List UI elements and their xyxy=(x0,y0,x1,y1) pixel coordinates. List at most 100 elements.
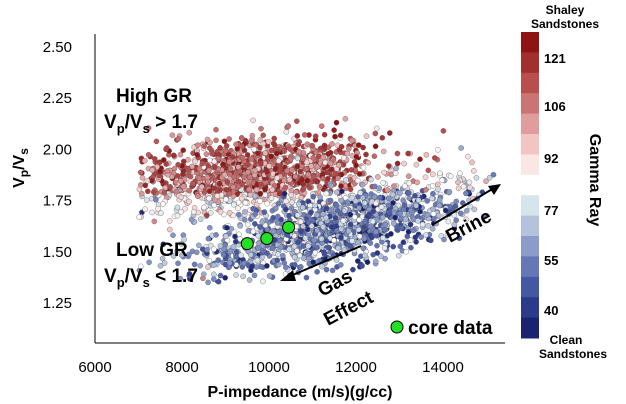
scatter-point xyxy=(302,235,309,241)
scatter-point xyxy=(192,158,198,165)
scatter-point xyxy=(226,136,232,142)
scatter-point xyxy=(359,263,365,269)
scatter-point xyxy=(194,249,200,256)
scatter-point xyxy=(323,266,330,273)
y-tick-label: 1.75 xyxy=(43,193,72,210)
scatter-point xyxy=(242,209,248,215)
scatter-point xyxy=(360,245,367,252)
scatter-point xyxy=(280,252,286,259)
scatter-point xyxy=(401,160,407,167)
scatter-point xyxy=(195,193,201,200)
scatter-point xyxy=(453,198,460,205)
annotation-low-gr-rule: Vp/Vs < 1.7 xyxy=(104,266,198,290)
scatter-point xyxy=(258,125,264,132)
scatter-point xyxy=(212,164,218,170)
scatter-point xyxy=(137,169,144,176)
scatter-point xyxy=(338,183,344,189)
scatter-point xyxy=(271,135,277,142)
scatter-point xyxy=(455,185,462,192)
scatter-point xyxy=(303,274,310,281)
scatter-point xyxy=(413,239,419,245)
scatter-point xyxy=(274,175,280,181)
scatter-point xyxy=(373,229,379,235)
scatter-point xyxy=(188,216,195,223)
scatter-point xyxy=(329,230,336,236)
scatter-point xyxy=(232,238,239,245)
scatter-point xyxy=(245,179,252,186)
scatter-point xyxy=(330,156,336,162)
legend-core-marker xyxy=(390,320,404,334)
scatter-point xyxy=(230,184,236,190)
scatter-point xyxy=(328,224,335,230)
scatter-point xyxy=(434,181,441,188)
scatter-point xyxy=(217,187,223,194)
scatter-point xyxy=(226,260,233,266)
scatter-point xyxy=(308,209,314,215)
scatter-point xyxy=(294,212,301,218)
scatter-point xyxy=(215,278,222,285)
scatter-point xyxy=(319,263,325,270)
scatter-point xyxy=(314,164,321,170)
scatter-point xyxy=(190,180,196,187)
scatter-point xyxy=(334,189,340,196)
scatter-point xyxy=(247,192,254,198)
scatter-point xyxy=(340,217,347,224)
scatter-point xyxy=(345,199,351,205)
scatter-point xyxy=(273,150,280,157)
colorbar-block xyxy=(521,195,539,217)
scatter-point xyxy=(397,190,403,196)
scatter-point xyxy=(463,190,469,197)
scatter-point xyxy=(400,239,407,246)
scatter-point xyxy=(429,183,436,189)
colorbar-tick-label: 121 xyxy=(544,51,566,66)
scatter-point xyxy=(424,212,431,218)
scatter-point xyxy=(247,174,253,180)
scatter-point xyxy=(296,201,302,208)
scatter-point xyxy=(237,168,243,175)
scatter-point xyxy=(186,198,192,205)
scatter-point xyxy=(223,233,229,240)
scatter-point xyxy=(310,193,316,200)
scatter-point xyxy=(345,228,352,234)
scatter-point xyxy=(257,145,263,151)
scatter-point xyxy=(376,185,383,191)
scatter-point xyxy=(333,119,340,126)
scatter-point xyxy=(221,138,228,145)
scatter-point xyxy=(430,190,436,197)
scatter-point xyxy=(372,143,379,150)
scatter-point xyxy=(389,191,396,198)
scatter-point xyxy=(245,161,251,168)
scatter-point xyxy=(320,224,326,230)
scatter-point xyxy=(356,233,363,240)
legend-core-label: core data xyxy=(408,318,493,339)
scatter-point xyxy=(353,154,360,160)
scatter-point xyxy=(246,277,253,283)
scatter-point xyxy=(203,151,210,157)
scatter-point xyxy=(412,193,418,199)
scatter-point xyxy=(320,175,326,182)
scatter-point xyxy=(167,226,173,233)
scatter-point xyxy=(253,264,260,270)
scatter-point xyxy=(314,269,320,275)
scatter-point xyxy=(328,166,335,173)
scatter-point xyxy=(305,219,312,226)
scatter-point xyxy=(164,168,171,174)
scatter-point xyxy=(424,198,430,204)
scatter-point xyxy=(436,197,443,203)
scatter-point xyxy=(344,150,351,157)
scatter-point xyxy=(337,132,344,139)
scatter-point xyxy=(181,236,187,243)
scatter-point xyxy=(463,208,470,214)
scatter-point xyxy=(240,273,246,280)
scatter-point xyxy=(259,219,265,225)
scatter-point xyxy=(405,150,411,157)
scatter-point xyxy=(292,173,299,180)
colorbar-block xyxy=(521,32,539,53)
scatter-point xyxy=(145,151,152,158)
colorbar-block xyxy=(521,134,539,155)
scatter-point xyxy=(349,137,355,144)
annotation-low-gr: Low GR xyxy=(116,240,188,261)
scatter-point xyxy=(251,146,257,153)
scatter-point xyxy=(150,189,157,195)
x-tick-label: 8000 xyxy=(165,359,198,376)
